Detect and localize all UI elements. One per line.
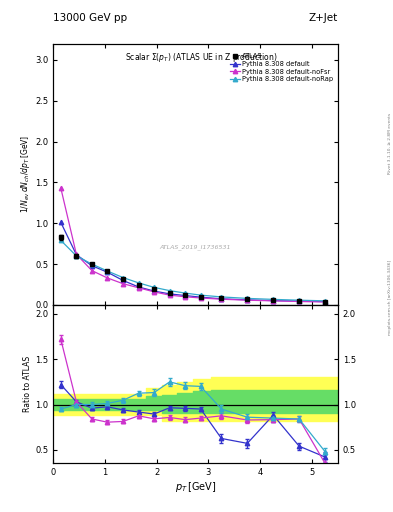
Text: 13000 GeV pp: 13000 GeV pp <box>53 13 127 23</box>
Text: Scalar $\Sigma(p_T)$ (ATLAS UE in Z production): Scalar $\Sigma(p_T)$ (ATLAS UE in Z prod… <box>125 51 277 65</box>
Legend: ATLAS, Pythia 8.308 default, Pythia 8.308 default-noFsr, Pythia 8.308 default-no: ATLAS, Pythia 8.308 default, Pythia 8.30… <box>228 52 335 84</box>
Text: mcplots.cern.ch [arXiv:1306.3436]: mcplots.cern.ch [arXiv:1306.3436] <box>388 260 392 334</box>
Text: Rivet 3.1.10, ≥ 2.8M events: Rivet 3.1.10, ≥ 2.8M events <box>388 113 392 174</box>
Y-axis label: $1/N_{ev}\,dN_{ch}/dp_T\,[\mathrm{GeV}]$: $1/N_{ev}\,dN_{ch}/dp_T\,[\mathrm{GeV}]$ <box>19 135 32 214</box>
Text: Z+Jet: Z+Jet <box>309 13 338 23</box>
X-axis label: $p_T\,[\mathrm{GeV}]$: $p_T\,[\mathrm{GeV}]$ <box>175 480 216 494</box>
Y-axis label: Ratio to ATLAS: Ratio to ATLAS <box>23 356 32 412</box>
Text: ATLAS_2019_I1736531: ATLAS_2019_I1736531 <box>160 245 231 250</box>
